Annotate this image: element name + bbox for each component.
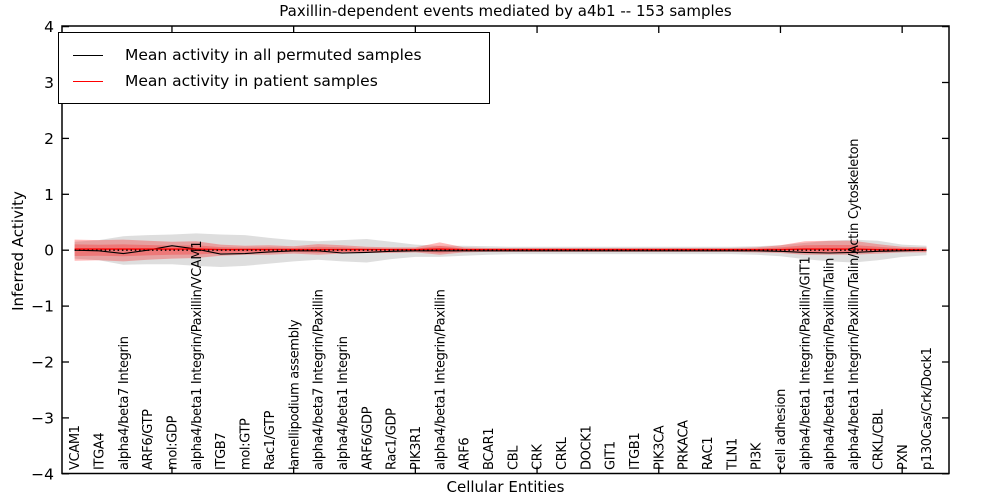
- x-category-label: Rac1/GDP: [385, 408, 400, 470]
- x-category-label: PIK3R1: [409, 426, 424, 470]
- y-tick-label: 2: [44, 130, 54, 148]
- x-category-label: ARF6/GDP: [360, 406, 375, 470]
- x-category-label: CRKL: [555, 436, 570, 470]
- x-category-label: cell adhesion: [774, 389, 789, 470]
- x-axis-title: Cellular Entities: [446, 478, 565, 496]
- x-category-label: mol:GDP: [166, 415, 181, 470]
- x-category-label: TLN1: [725, 438, 740, 471]
- x-category-label: alpha4/beta7 Integrin: [117, 336, 132, 470]
- x-category-label: ITGB1: [628, 433, 643, 470]
- x-category-label: BCAR1: [482, 428, 497, 470]
- y-tick-label: −2: [31, 354, 54, 372]
- x-category-label: alpha4/beta1 Integrin/Paxillin/GIT1: [798, 257, 813, 470]
- x-category-label: alpha4/beta1 Integrin/Paxillin: [433, 289, 448, 470]
- x-category-label: CBL: [506, 445, 521, 470]
- y-tick-label: −1: [31, 298, 54, 316]
- x-category-label: CRKL/CBL: [871, 408, 886, 470]
- y-tick-label: −4: [31, 465, 54, 483]
- y-tick-label: 0: [44, 242, 54, 260]
- x-category-label: ARF6: [458, 438, 473, 470]
- y-tick-label: −3: [31, 409, 54, 427]
- legend-entry-patient: Mean activity in patient samples: [73, 68, 479, 94]
- x-category-label: VCAM1: [68, 425, 83, 470]
- x-category-label: p130Cas/Crk/Dock1: [920, 347, 935, 470]
- x-category-label: PIK3CA: [652, 425, 667, 470]
- x-category-label: ITGA4: [92, 433, 107, 470]
- x-category-label: alpha4/beta7 Integrin/Paxillin: [312, 289, 327, 470]
- legend-label-permuted: Mean activity in all permuted samples: [125, 46, 422, 64]
- x-category-label: GIT1: [604, 441, 619, 470]
- legend: Mean activity in all permuted samples Me…: [58, 32, 490, 104]
- x-category-label: ARF6/GTP: [141, 409, 156, 470]
- x-category-label: PI3K: [750, 442, 765, 470]
- x-category-label: alpha4/beta1 Integrin/Paxillin/Talin/Act…: [847, 139, 862, 470]
- legend-line-patient-icon: [73, 80, 103, 82]
- x-category-label: DOCK1: [579, 426, 594, 470]
- x-category-label: PRKACA: [677, 420, 692, 470]
- chart-title: Paxillin-dependent events mediated by a4…: [279, 2, 732, 20]
- x-category-label: ITGB7: [214, 433, 229, 470]
- x-category-label: Rac1/GTP: [263, 410, 278, 470]
- x-category-label: alpha4/beta1 Integrin: [336, 336, 351, 470]
- x-category-label: lamellipodium assembly: [287, 319, 302, 470]
- y-tick-label: 3: [44, 74, 54, 92]
- legend-label-patient: Mean activity in patient samples: [125, 72, 378, 90]
- y-axis-title: Inferred Activity: [9, 191, 27, 311]
- x-category-label: alpha4/beta1 Integrin/Paxillin/Talin: [823, 258, 838, 470]
- x-category-label: mol:GTP: [239, 418, 254, 470]
- x-category-label: PXN: [896, 445, 911, 470]
- x-category-label: CRK: [531, 444, 546, 470]
- y-tick-label: 4: [44, 18, 54, 36]
- x-category-label: alpha4/beta1 Integrin/Paxillin/VCAM1: [190, 241, 205, 470]
- legend-entry-permuted: Mean activity in all permuted samples: [73, 42, 479, 68]
- x-category-label: RAC1: [701, 437, 716, 470]
- y-tick-label: 1: [44, 186, 54, 204]
- legend-line-permuted-icon: [73, 54, 103, 56]
